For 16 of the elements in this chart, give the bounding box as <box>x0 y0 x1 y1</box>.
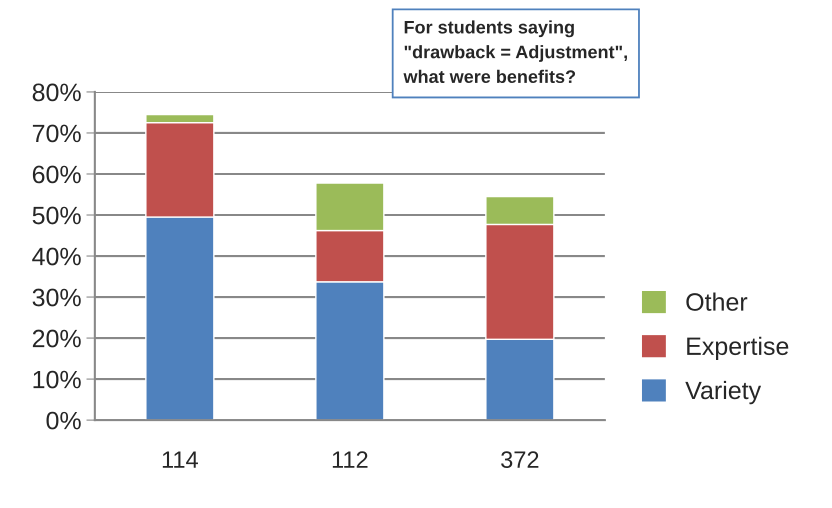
y-tick-label: 50% <box>32 206 81 224</box>
legend-label: Other <box>686 292 748 311</box>
legend-label: Expertise <box>687 336 788 360</box>
y-tick-label: 30% <box>32 288 81 306</box>
y-tick-label: 40% <box>32 248 81 266</box>
y-tick-label: 0% <box>46 412 81 430</box>
y-tick-label: 70% <box>32 124 81 142</box>
y-tick-label: 60% <box>32 166 81 184</box>
y-tick-label: 10% <box>34 370 81 388</box>
text: For students saying "drawback = Adjustment", what were benefits? <box>403 20 627 84</box>
x-tick-label: 114 <box>162 452 198 468</box>
x-tick-label: 112 <box>332 451 368 468</box>
x-tick-label: 372 <box>501 451 538 468</box>
legend-label: Variety <box>685 380 762 404</box>
y-tick-label: 20% <box>32 330 81 348</box>
y-tick-label: 80% <box>32 84 81 102</box>
